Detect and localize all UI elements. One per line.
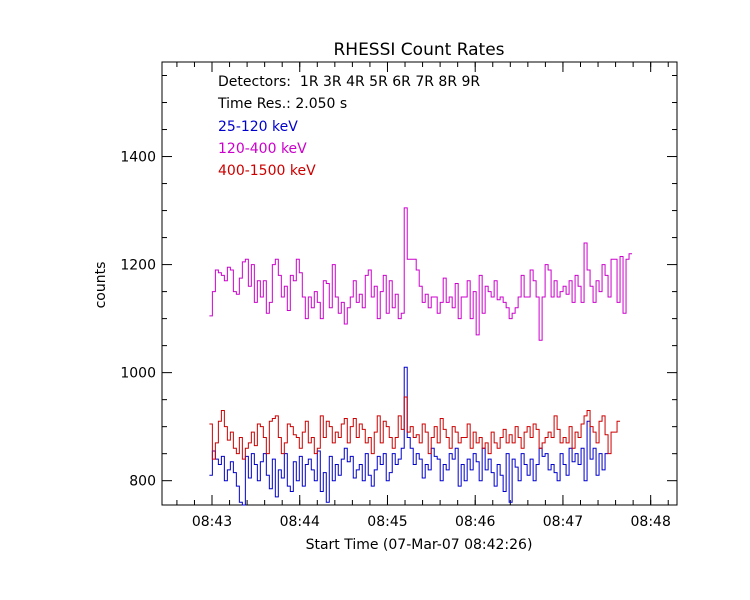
legend-series-1: 120-400 keV [218,141,307,157]
y-axis-ticks: 800 1000 1200 1400 [120,75,677,490]
x-tick-label: 08:47 [543,514,583,530]
chart-title: RHESSI Count Rates [333,40,504,60]
plot-frame [161,61,678,506]
y-axis-label: counts [93,262,109,309]
legend-series-0: 25-120 keV [218,119,298,135]
y-tick-label: 1200 [120,258,156,274]
y-tick-label: 800 [129,474,156,490]
detectors-annotation: Detectors: 1R 3R 4R 5R 6R 7R 8R 9R [218,74,480,90]
x-tick-label: 08:46 [455,514,495,530]
series-line-1 [209,207,633,341]
legend-series-2: 400-1500 keV [218,163,316,179]
x-axis-ticks: 08:43 08:44 08:45 08:46 08:47 08:48 [176,62,671,530]
y-tick-label: 1400 [120,150,156,166]
x-tick-label: 08:48 [631,514,671,530]
x-axis-label: Start Time (07-Mar-07 08:42:26) [306,537,533,553]
y-tick-label: 1000 [120,366,156,382]
x-tick-label: 08:45 [367,514,407,530]
time-res-annotation: Time Res.: 2.050 s [217,96,347,112]
series-group [209,207,633,506]
series-line-2 [209,396,621,460]
x-tick-label: 08:43 [192,514,232,530]
x-tick-label: 08:44 [280,514,320,530]
